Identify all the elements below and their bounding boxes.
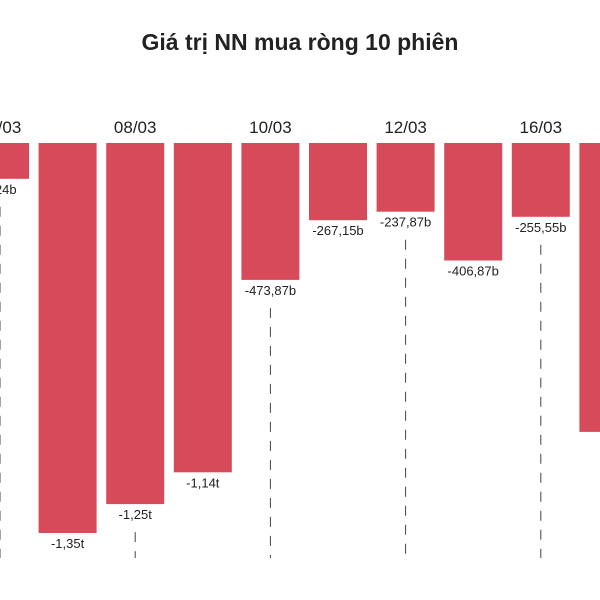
data-label-13/03: -406,87b — [448, 264, 499, 279]
bar-12/03 — [376, 143, 435, 212]
bar-07/03 — [38, 143, 97, 533]
data-label-07/03: -1,35t — [51, 536, 85, 551]
bar-09/03 — [173, 143, 232, 473]
x-tick-06/03: 06/03 — [0, 118, 21, 137]
data-label-12/03: -237,87b — [380, 215, 431, 230]
x-tick-10/03: 10/03 — [249, 118, 292, 137]
bar-06/03 — [0, 143, 29, 179]
data-label-10/03: -473,87b — [245, 283, 296, 298]
data-label-09/03: -1,14t — [186, 475, 220, 490]
data-label-11/03: -267,15b — [312, 223, 363, 238]
chart-title: Giá trị NN mua ròng 10 phiên — [141, 29, 459, 55]
bar-17/03 — [579, 143, 600, 432]
x-tick-16/03: 16/03 — [520, 118, 563, 137]
x-tick-12/03: 12/03 — [384, 118, 427, 137]
data-label-06/03: -124b — [0, 182, 17, 197]
x-tick-08/03: 08/03 — [114, 118, 157, 137]
bar-13/03 — [444, 143, 503, 261]
bar-08/03 — [106, 143, 165, 505]
bar-10/03 — [241, 143, 300, 280]
data-label-16/03: -255,55b — [515, 220, 566, 235]
data-label-08/03: -1,25t — [119, 507, 153, 522]
bar-16/03 — [511, 143, 570, 217]
bar-11/03 — [309, 143, 367, 221]
